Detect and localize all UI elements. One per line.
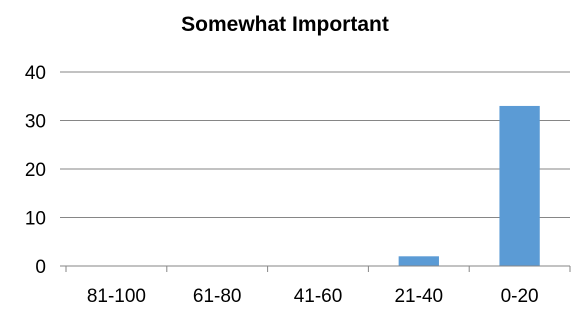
x-category-label: 61-80: [193, 286, 242, 307]
x-axis-ticks: 81-100 61-80 41-60 21-40 0-20: [87, 286, 539, 307]
bars: [398, 105, 540, 266]
x-category-label: 41-60: [294, 286, 343, 307]
chart-title: Somewhat Important: [181, 13, 389, 36]
bar: [398, 256, 439, 266]
bar: [499, 105, 540, 266]
x-category-label: 0-20: [501, 286, 539, 307]
gridlines: [66, 71, 570, 218]
y-tick-label: 40: [25, 63, 46, 84]
x-category-label: 21-40: [394, 286, 443, 307]
y-tick-label: 30: [25, 112, 46, 133]
x-category-label: 81-100: [87, 286, 146, 307]
y-axis-ticks: 0 10 20 30 40: [25, 63, 66, 278]
x-axis: [65, 265, 571, 272]
y-tick-label: 0: [35, 257, 46, 278]
y-tick-label: 20: [25, 160, 46, 181]
y-tick-label: 10: [25, 209, 46, 230]
